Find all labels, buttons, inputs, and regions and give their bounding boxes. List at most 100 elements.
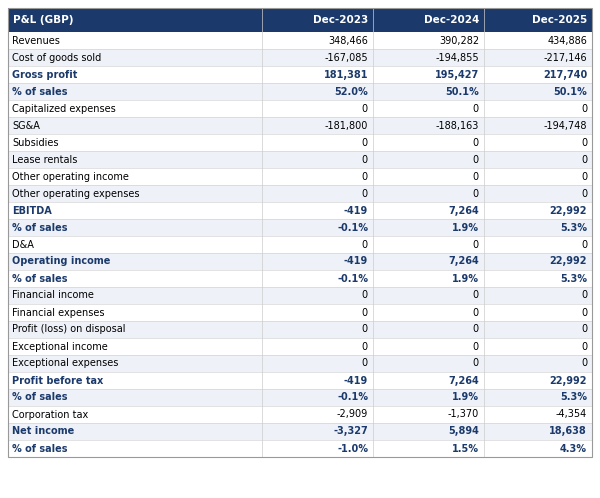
Text: 5.3%: 5.3% — [560, 392, 587, 402]
Text: Revenues: Revenues — [12, 35, 60, 45]
Bar — [8, 270, 592, 287]
Text: Exceptional expenses: Exceptional expenses — [12, 359, 118, 369]
Text: % of sales: % of sales — [12, 392, 67, 402]
Text: 0: 0 — [581, 154, 587, 164]
Text: 22,992: 22,992 — [550, 256, 587, 266]
Text: 5.3%: 5.3% — [560, 273, 587, 283]
Text: 0: 0 — [473, 290, 479, 300]
Text: 0: 0 — [362, 325, 368, 335]
Text: Dec-2023: Dec-2023 — [313, 15, 368, 25]
Text: Net income: Net income — [12, 426, 74, 437]
Bar — [8, 168, 592, 185]
Text: 0: 0 — [581, 290, 587, 300]
Text: % of sales: % of sales — [12, 273, 67, 283]
Text: Other operating income: Other operating income — [12, 171, 129, 181]
Text: 0: 0 — [581, 137, 587, 147]
Text: -194,855: -194,855 — [436, 52, 479, 63]
Text: 7,264: 7,264 — [448, 375, 479, 385]
Bar — [8, 355, 592, 372]
Text: Operating income: Operating income — [12, 256, 110, 266]
Text: Capitalized expenses: Capitalized expenses — [12, 104, 116, 114]
Text: % of sales: % of sales — [12, 444, 67, 454]
Bar — [8, 134, 592, 151]
Bar — [8, 219, 592, 236]
Text: Profit before tax: Profit before tax — [12, 375, 103, 385]
Text: 22,992: 22,992 — [550, 375, 587, 385]
Text: Subsidies: Subsidies — [12, 137, 59, 147]
Text: 0: 0 — [473, 307, 479, 318]
Text: 0: 0 — [581, 342, 587, 352]
Bar — [8, 304, 592, 321]
Bar — [8, 253, 592, 270]
Text: 0: 0 — [473, 137, 479, 147]
Text: Profit (loss) on disposal: Profit (loss) on disposal — [12, 325, 125, 335]
Text: 4.3%: 4.3% — [560, 444, 587, 454]
Text: Cost of goods sold: Cost of goods sold — [12, 52, 101, 63]
Text: 390,282: 390,282 — [439, 35, 479, 45]
Text: 0: 0 — [581, 189, 587, 199]
Text: SG&A: SG&A — [12, 121, 40, 130]
Bar — [8, 151, 592, 168]
Bar — [8, 236, 592, 253]
Bar — [8, 49, 592, 66]
Text: 0: 0 — [581, 171, 587, 181]
Text: 7,264: 7,264 — [448, 206, 479, 216]
Text: 5,894: 5,894 — [448, 426, 479, 437]
Text: 0: 0 — [581, 359, 587, 369]
Text: -0.1%: -0.1% — [337, 392, 368, 402]
Text: Financial income: Financial income — [12, 290, 94, 300]
Bar — [8, 423, 592, 440]
Text: -3,327: -3,327 — [333, 426, 368, 437]
Text: 0: 0 — [581, 307, 587, 318]
Text: 50.1%: 50.1% — [445, 87, 479, 97]
Text: -1.0%: -1.0% — [337, 444, 368, 454]
Text: Lease rentals: Lease rentals — [12, 154, 77, 164]
Bar — [8, 32, 592, 49]
Text: EBITDA: EBITDA — [12, 206, 52, 216]
Text: 0: 0 — [581, 240, 587, 249]
Text: 0: 0 — [362, 189, 368, 199]
Text: 0: 0 — [473, 359, 479, 369]
Text: 0: 0 — [362, 137, 368, 147]
Text: Dec-2024: Dec-2024 — [424, 15, 479, 25]
Text: % of sales: % of sales — [12, 87, 67, 97]
Text: 1.5%: 1.5% — [452, 444, 479, 454]
Bar — [8, 321, 592, 338]
Bar — [8, 287, 592, 304]
Bar — [8, 406, 592, 423]
Bar — [8, 83, 592, 100]
Text: -419: -419 — [344, 375, 368, 385]
Text: 0: 0 — [473, 325, 479, 335]
Text: 217,740: 217,740 — [543, 70, 587, 80]
Text: D&A: D&A — [12, 240, 34, 249]
Text: -181,800: -181,800 — [325, 121, 368, 130]
Text: Exceptional income: Exceptional income — [12, 342, 108, 352]
Text: -167,085: -167,085 — [325, 52, 368, 63]
Bar — [8, 202, 592, 219]
Text: 0: 0 — [362, 342, 368, 352]
Text: 0: 0 — [362, 240, 368, 249]
Text: Financial expenses: Financial expenses — [12, 307, 104, 318]
Text: 5.3%: 5.3% — [560, 223, 587, 233]
Text: 7,264: 7,264 — [448, 256, 479, 266]
Text: Corporation tax: Corporation tax — [12, 409, 88, 419]
Text: 0: 0 — [473, 189, 479, 199]
Bar — [8, 100, 592, 117]
Text: % of sales: % of sales — [12, 223, 67, 233]
Text: 52.0%: 52.0% — [334, 87, 368, 97]
Text: -0.1%: -0.1% — [337, 273, 368, 283]
Text: -188,163: -188,163 — [436, 121, 479, 130]
Text: 0: 0 — [362, 154, 368, 164]
Text: 0: 0 — [473, 154, 479, 164]
Text: 0: 0 — [473, 171, 479, 181]
Text: -217,146: -217,146 — [544, 52, 587, 63]
Text: -0.1%: -0.1% — [337, 223, 368, 233]
Bar — [8, 117, 592, 134]
Text: 1.9%: 1.9% — [452, 273, 479, 283]
Text: 0: 0 — [581, 104, 587, 114]
Bar — [8, 372, 592, 389]
Bar — [8, 389, 592, 406]
Text: Dec-2025: Dec-2025 — [532, 15, 587, 25]
Text: 434,886: 434,886 — [547, 35, 587, 45]
Text: Gross profit: Gross profit — [12, 70, 77, 80]
